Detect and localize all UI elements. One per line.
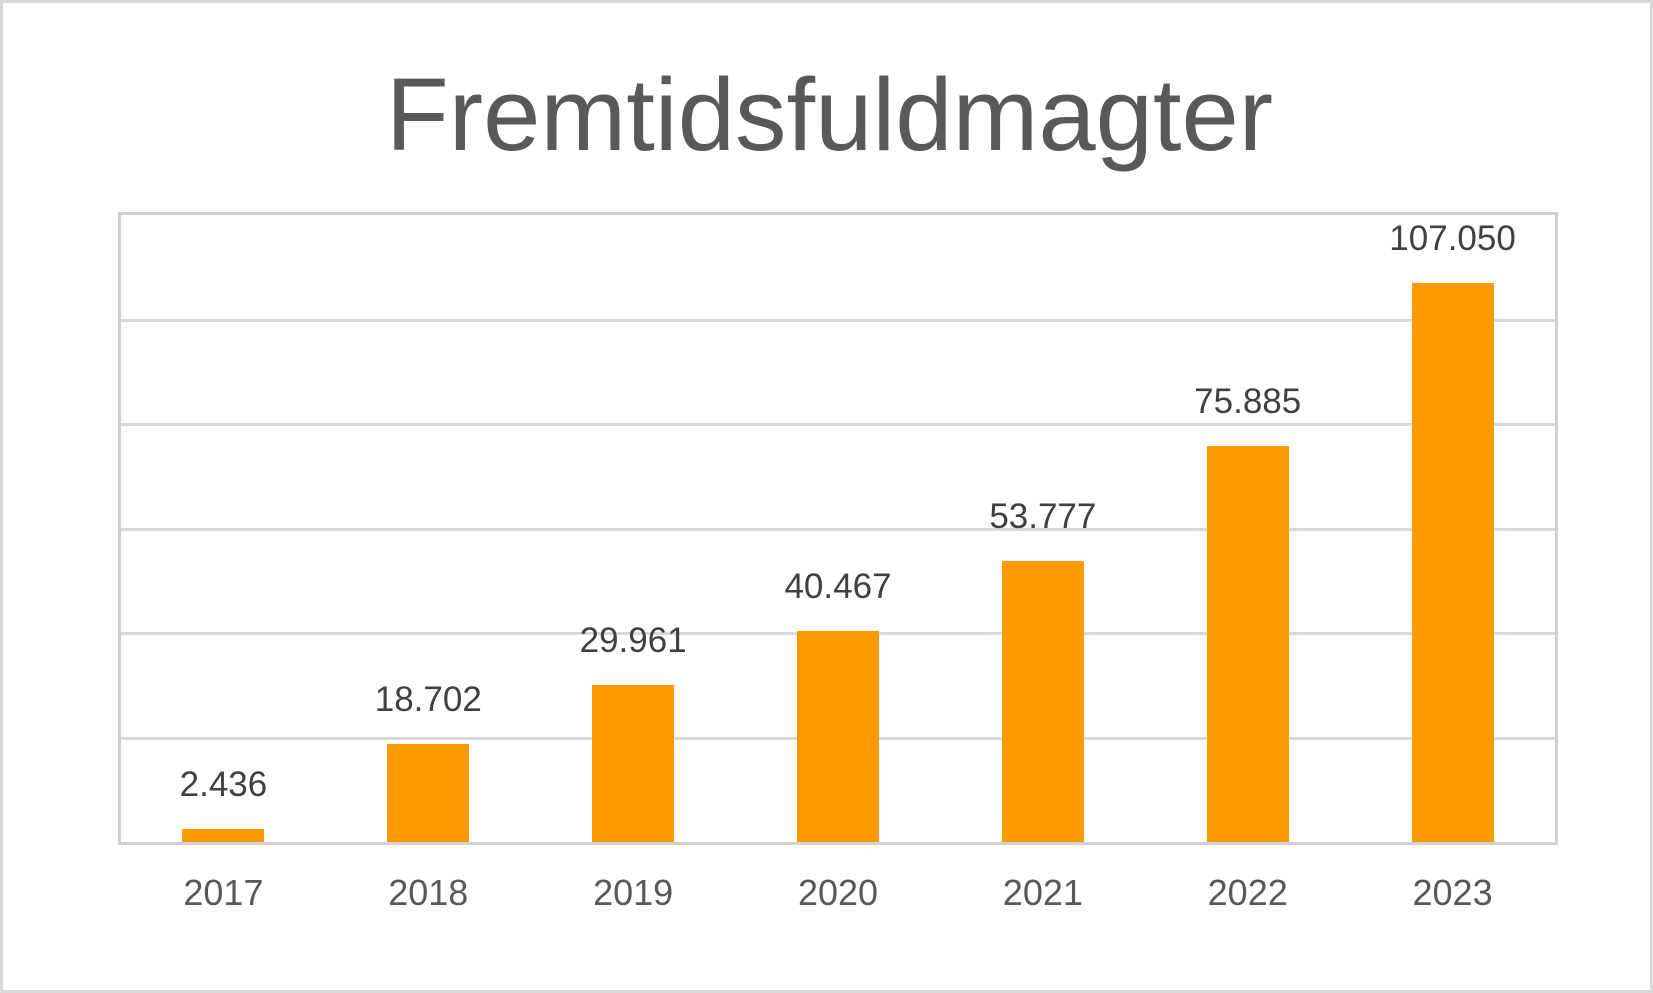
value-label-2017: 2.436 [179,765,268,805]
category-label-2023: 2023 [1412,872,1493,913]
chart-title: Fremtidsfuldmagter [385,57,1274,172]
gridline [121,318,1555,322]
category-label-2021: 2021 [1002,872,1083,913]
category-label-2019: 2019 [593,872,674,913]
value-label-2019: 29.961 [579,621,687,661]
category-label-2022: 2022 [1207,872,1288,913]
category-label-2018: 2018 [388,872,469,913]
bar-2023 [1411,282,1494,842]
value-label-2023: 107.050 [1389,218,1516,258]
bar-2022 [1206,445,1289,842]
value-label-2021: 53.777 [989,497,1097,536]
value-label-2022: 75.885 [1194,381,1302,421]
bar-2018 [387,744,470,842]
bar-2021 [1001,561,1084,842]
gridline [121,423,1555,426]
value-label-2020: 40.467 [784,566,892,606]
category-label-2017: 2017 [183,872,264,913]
plot-area-border [118,212,1558,845]
category-label-2020: 2020 [797,872,879,913]
bar-2017 [182,829,265,842]
value-label-2018: 18.702 [374,680,482,720]
gridline [121,527,1555,531]
bar-2019 [592,685,675,842]
bar-2020 [797,630,879,842]
plot-area [118,212,1558,845]
